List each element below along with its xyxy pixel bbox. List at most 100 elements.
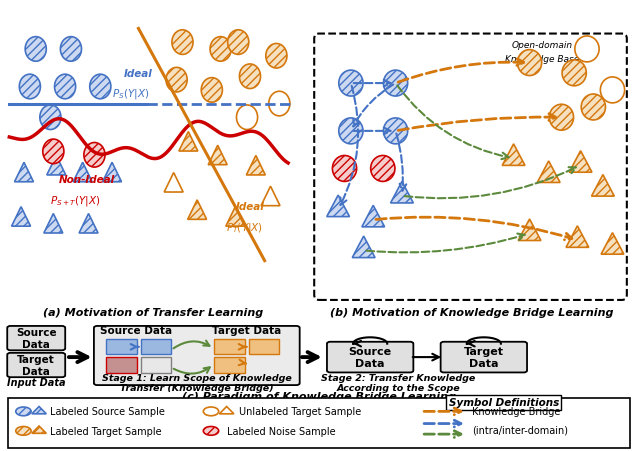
Circle shape: [19, 75, 40, 100]
Text: (c) Paradigm of Knowledge Bridge Learning: (c) Paradigm of Knowledge Bridge Learnin…: [182, 391, 456, 401]
Text: Stage 2: Transfer Knowledge
According to the Scope: Stage 2: Transfer Knowledge According to…: [322, 373, 476, 392]
Circle shape: [383, 119, 408, 144]
Text: Target Data: Target Data: [212, 325, 281, 335]
Polygon shape: [518, 220, 541, 241]
FancyBboxPatch shape: [7, 326, 65, 350]
FancyBboxPatch shape: [94, 326, 300, 385]
Circle shape: [201, 78, 223, 103]
Circle shape: [228, 31, 249, 55]
Polygon shape: [502, 144, 525, 166]
Text: Ideal: Ideal: [235, 202, 264, 212]
Polygon shape: [261, 187, 280, 206]
Circle shape: [237, 106, 258, 130]
Circle shape: [54, 75, 76, 100]
FancyBboxPatch shape: [249, 340, 279, 354]
Polygon shape: [164, 173, 183, 193]
FancyBboxPatch shape: [7, 353, 65, 377]
Circle shape: [239, 65, 260, 89]
Text: (a) Motivation of Transfer Learning: (a) Motivation of Transfer Learning: [43, 308, 263, 318]
Circle shape: [204, 407, 219, 416]
Polygon shape: [73, 163, 92, 182]
Text: (intra/inter-domain): (intra/inter-domain): [473, 424, 568, 434]
Circle shape: [562, 61, 586, 87]
Polygon shape: [208, 146, 227, 166]
Circle shape: [166, 68, 187, 93]
Circle shape: [16, 427, 31, 435]
Polygon shape: [352, 236, 375, 258]
Polygon shape: [15, 163, 33, 182]
Polygon shape: [179, 132, 198, 152]
Text: Knowledge Bridge: Knowledge Bridge: [473, 406, 561, 416]
Polygon shape: [569, 152, 592, 173]
Circle shape: [210, 37, 231, 62]
Circle shape: [383, 71, 408, 97]
Polygon shape: [219, 407, 234, 414]
Circle shape: [581, 95, 605, 121]
Polygon shape: [79, 214, 98, 234]
Circle shape: [84, 143, 105, 168]
Text: Stage 1: Learn Scope of Knowledge
Transfer (Knowledge Bridge): Stage 1: Learn Scope of Knowledge Transf…: [102, 373, 292, 392]
FancyBboxPatch shape: [140, 340, 170, 354]
Polygon shape: [390, 182, 413, 203]
Polygon shape: [327, 196, 350, 217]
FancyBboxPatch shape: [8, 398, 630, 448]
Circle shape: [43, 140, 64, 164]
FancyBboxPatch shape: [214, 358, 244, 373]
Circle shape: [371, 156, 395, 182]
FancyBboxPatch shape: [327, 342, 413, 373]
Circle shape: [339, 71, 363, 97]
Polygon shape: [591, 175, 614, 197]
Text: Labeled Source Sample: Labeled Source Sample: [50, 406, 165, 416]
Text: Symbol Definitions: Symbol Definitions: [449, 398, 559, 408]
Polygon shape: [226, 207, 245, 227]
Polygon shape: [32, 426, 47, 433]
Circle shape: [61, 37, 82, 62]
Circle shape: [575, 37, 599, 63]
FancyBboxPatch shape: [140, 358, 170, 373]
Polygon shape: [566, 226, 589, 248]
Circle shape: [517, 51, 542, 76]
Text: $P_T(Y|X)$: $P_T(Y|X)$: [226, 221, 263, 235]
Circle shape: [339, 119, 363, 144]
Text: Target
Data: Target Data: [17, 354, 55, 376]
Circle shape: [332, 156, 357, 182]
Polygon shape: [246, 156, 265, 175]
Text: $P_S(Y|X)$: $P_S(Y|X)$: [112, 86, 149, 100]
Text: Source
Data: Source Data: [16, 327, 57, 349]
Polygon shape: [11, 207, 31, 227]
Circle shape: [25, 37, 47, 62]
Text: Source Data: Source Data: [100, 325, 172, 335]
Polygon shape: [601, 233, 624, 255]
Circle shape: [549, 105, 574, 131]
Polygon shape: [188, 200, 207, 220]
Circle shape: [266, 44, 287, 69]
Circle shape: [172, 31, 193, 55]
FancyBboxPatch shape: [107, 358, 137, 373]
Polygon shape: [362, 206, 385, 227]
Polygon shape: [103, 163, 121, 182]
Polygon shape: [537, 161, 560, 183]
Circle shape: [16, 407, 31, 416]
FancyBboxPatch shape: [315, 34, 627, 300]
Polygon shape: [32, 407, 47, 414]
FancyBboxPatch shape: [441, 342, 527, 373]
Circle shape: [90, 75, 111, 100]
Text: Knowledge Base: Knowledge Base: [505, 55, 579, 64]
Text: Source
Data: Source Data: [348, 346, 392, 368]
Text: Labeled Noise Sample: Labeled Noise Sample: [226, 426, 335, 436]
Circle shape: [204, 427, 219, 435]
Text: Labeled Target Sample: Labeled Target Sample: [50, 426, 162, 436]
Text: Unlabeled Target Sample: Unlabeled Target Sample: [239, 406, 362, 416]
Text: $P_{S+T}(Y|X)$: $P_{S+T}(Y|X)$: [50, 193, 101, 207]
Text: Target
Data: Target Data: [464, 346, 504, 368]
Text: (b) Motivation of Knowledge Bridge Learning: (b) Motivation of Knowledge Bridge Learn…: [330, 308, 614, 318]
Polygon shape: [47, 156, 66, 175]
Polygon shape: [44, 214, 63, 234]
Circle shape: [40, 106, 61, 130]
Circle shape: [269, 92, 290, 117]
Text: Input Data: Input Data: [7, 377, 66, 387]
FancyBboxPatch shape: [107, 340, 137, 354]
Text: Non-Ideal: Non-Ideal: [59, 175, 115, 185]
FancyBboxPatch shape: [214, 340, 244, 354]
Text: Ideal: Ideal: [124, 69, 152, 79]
